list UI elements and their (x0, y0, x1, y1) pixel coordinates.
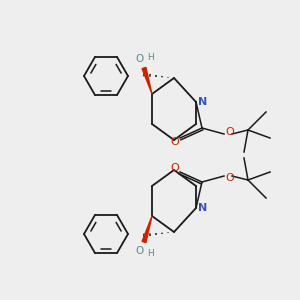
Text: H: H (148, 52, 154, 62)
Text: O: O (171, 137, 179, 147)
Text: O: O (135, 54, 143, 64)
Text: O: O (226, 173, 234, 183)
Text: H: H (148, 248, 154, 257)
Text: N: N (198, 203, 208, 213)
Text: O: O (226, 127, 234, 137)
Polygon shape (142, 216, 152, 243)
Text: N: N (198, 97, 208, 107)
Polygon shape (142, 68, 152, 94)
Text: O: O (135, 246, 143, 256)
Text: O: O (171, 163, 179, 173)
